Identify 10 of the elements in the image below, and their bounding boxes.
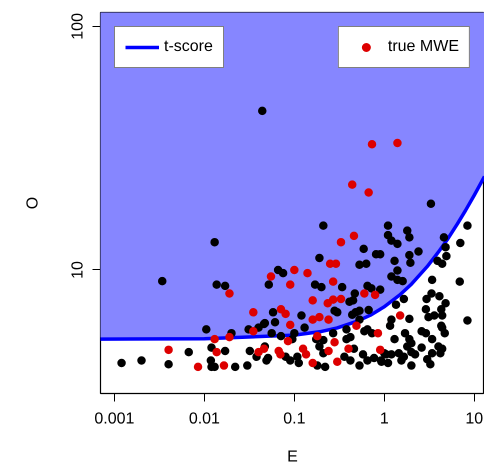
legend-label: true MWE [388,38,459,56]
legend-label: t-score [164,38,213,56]
x-axis-title: E [287,448,298,466]
x-tick-label: 10 [465,410,484,428]
x-tick-label: 0.001 [94,410,135,428]
x-tick-label: 1 [380,410,389,428]
x-tick-label: 0.01 [188,410,220,428]
y-tick-label: 100 [70,12,86,40]
x-tick-label: 0.1 [283,410,306,428]
y-axis-title: O [24,196,42,210]
